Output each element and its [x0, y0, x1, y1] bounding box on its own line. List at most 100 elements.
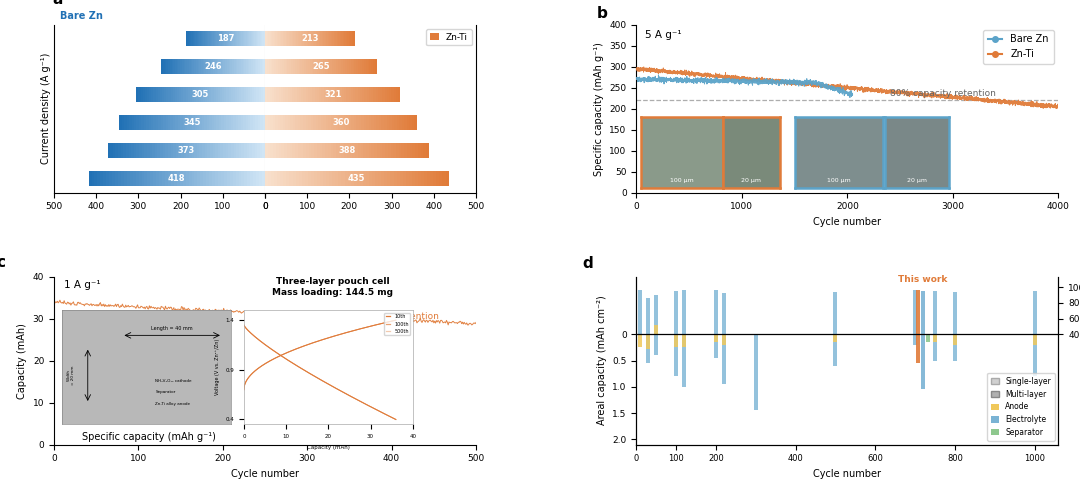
- Bar: [244, 171, 247, 186]
- Bar: [436, 171, 440, 186]
- Bar: [214, 115, 216, 130]
- Bar: [188, 87, 190, 102]
- Bar: [287, 31, 289, 46]
- Bar: [300, 59, 302, 75]
- Bar: [418, 143, 420, 159]
- Bar: [258, 87, 260, 102]
- Bar: [393, 171, 396, 186]
- Bar: [183, 171, 186, 186]
- Bar: [282, 143, 284, 159]
- Bar: [325, 59, 326, 75]
- Bar: [321, 31, 322, 46]
- Bar: [313, 115, 315, 130]
- Bar: [163, 143, 165, 159]
- Bar: [341, 87, 345, 102]
- Bar: [239, 171, 242, 186]
- Bar: [279, 143, 282, 159]
- Text: This work: This work: [899, 275, 948, 284]
- Bar: [121, 171, 124, 186]
- Bar: [674, 334, 678, 347]
- Bar: [153, 171, 157, 186]
- Bar: [268, 31, 270, 46]
- Bar: [723, 334, 726, 345]
- Bar: [387, 115, 389, 130]
- Bar: [403, 171, 406, 186]
- Bar: [674, 291, 678, 334]
- Bar: [310, 31, 311, 46]
- Bar: [228, 31, 229, 46]
- Bar: [646, 334, 650, 349]
- Bar: [147, 143, 149, 159]
- Bar: [339, 87, 341, 102]
- Bar: [173, 115, 175, 130]
- Bar: [921, 334, 926, 389]
- Bar: [346, 59, 347, 75]
- Bar: [287, 59, 289, 75]
- Bar: [181, 59, 184, 75]
- Bar: [261, 59, 264, 75]
- Bar: [141, 115, 144, 130]
- Bar: [166, 87, 168, 102]
- Bar: [314, 143, 316, 159]
- Bar: [323, 171, 326, 186]
- Bar: [204, 59, 206, 75]
- Bar: [224, 59, 226, 75]
- Bar: [252, 31, 253, 46]
- Bar: [281, 87, 283, 102]
- Bar: [338, 59, 339, 75]
- Bar: [221, 115, 224, 130]
- Bar: [151, 87, 153, 102]
- Bar: [303, 31, 306, 46]
- Bar: [100, 171, 104, 186]
- Y-axis label: Specific capacity (mAh g⁻¹): Specific capacity (mAh g⁻¹): [594, 41, 604, 176]
- Bar: [361, 143, 363, 159]
- Bar: [314, 31, 316, 46]
- Bar: [289, 143, 293, 159]
- Bar: [295, 87, 297, 102]
- Bar: [190, 115, 192, 130]
- Bar: [1032, 291, 1037, 334]
- Bar: [287, 87, 289, 102]
- Bar: [347, 87, 349, 102]
- Bar: [204, 115, 206, 130]
- Bar: [177, 59, 178, 75]
- Bar: [198, 59, 199, 75]
- Bar: [124, 115, 126, 130]
- Bar: [274, 31, 275, 46]
- Bar: [278, 115, 280, 130]
- Bar: [300, 115, 303, 130]
- Bar: [208, 31, 210, 46]
- Bar: [369, 87, 372, 102]
- Bar: [308, 87, 310, 102]
- Bar: [202, 31, 203, 46]
- Bar: [118, 171, 121, 186]
- Bar: [247, 87, 249, 102]
- Bar: [213, 59, 215, 75]
- Bar: [330, 143, 334, 159]
- Bar: [372, 87, 374, 102]
- Bar: [227, 87, 229, 102]
- Bar: [357, 87, 360, 102]
- Bar: [206, 59, 208, 75]
- Bar: [253, 31, 255, 46]
- Bar: [272, 31, 274, 46]
- Bar: [330, 59, 333, 75]
- Bar: [192, 31, 194, 46]
- Bar: [348, 171, 351, 186]
- Bar: [246, 87, 247, 102]
- Bar: [210, 59, 212, 75]
- Bar: [409, 171, 411, 186]
- Bar: [297, 31, 298, 46]
- Bar: [136, 143, 139, 159]
- Bar: [285, 115, 287, 130]
- Bar: [262, 31, 264, 46]
- Bar: [298, 31, 299, 46]
- Text: 265: 265: [312, 62, 329, 71]
- Bar: [218, 31, 219, 46]
- Text: Bare Zn: Bare Zn: [60, 11, 104, 21]
- Bar: [356, 59, 359, 75]
- Bar: [292, 31, 294, 46]
- Bar: [343, 31, 345, 46]
- Legend: Bare Zn, Zn-Ti: Bare Zn, Zn-Ti: [983, 30, 1053, 64]
- Bar: [233, 143, 237, 159]
